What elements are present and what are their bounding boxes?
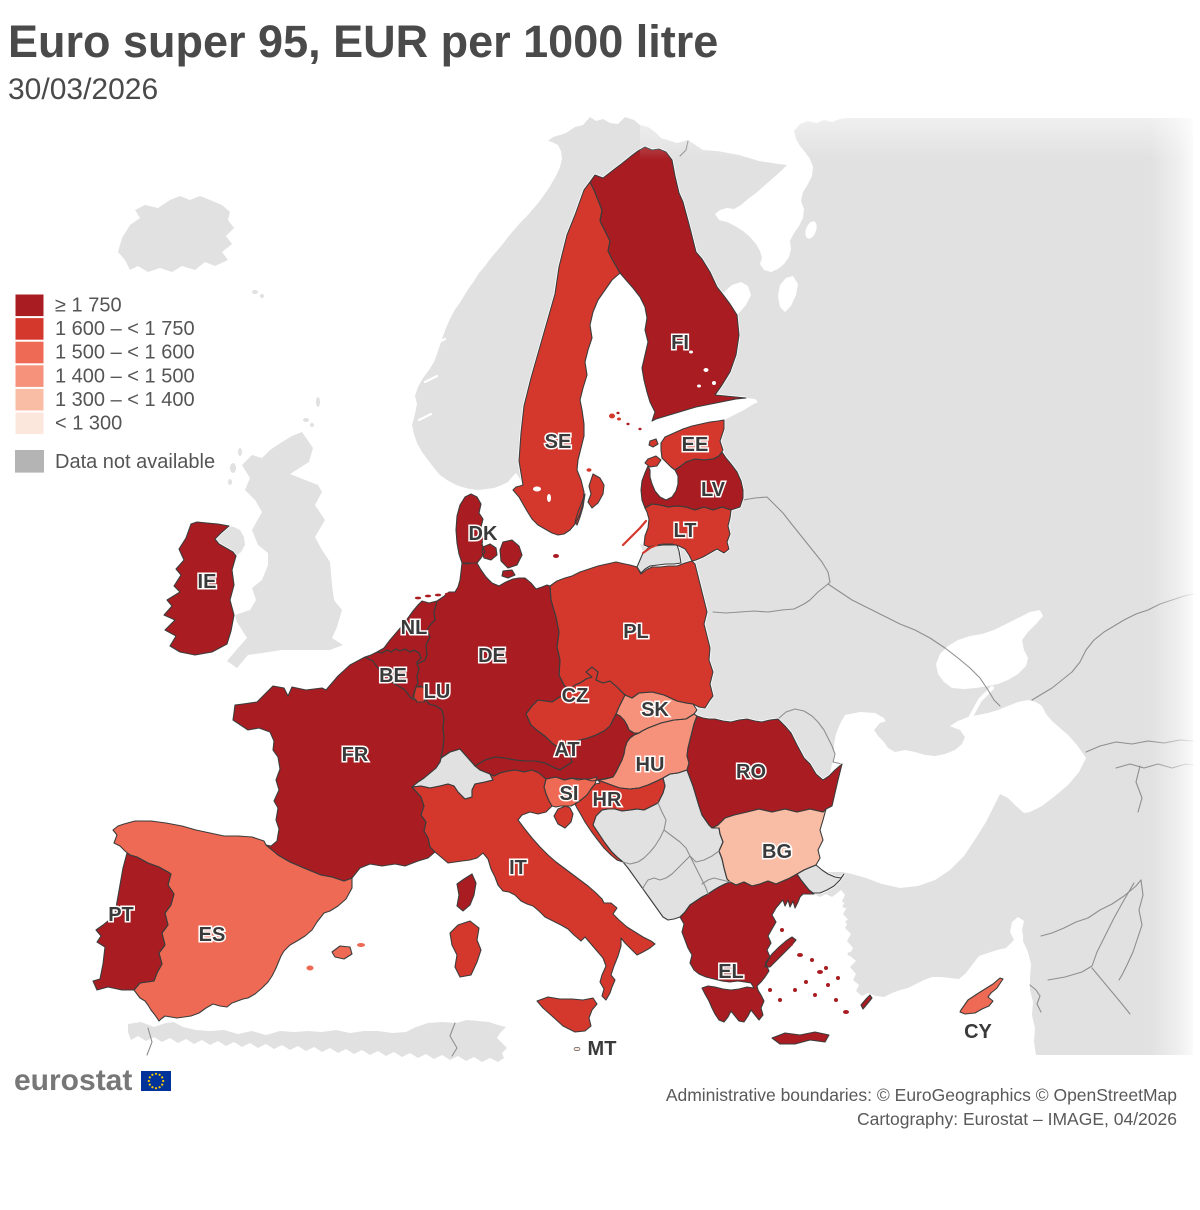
svg-text:1 300 – < 1 400: 1 300 – < 1 400 <box>55 389 195 411</box>
svg-text:FR: FR <box>342 744 369 766</box>
svg-text:MT: MT <box>588 1038 617 1060</box>
svg-text:30/03/2026: 30/03/2026 <box>8 73 158 106</box>
svg-text:NL: NL <box>401 617 428 639</box>
svg-text:AT: AT <box>554 739 579 761</box>
svg-text:CZ: CZ <box>562 685 589 707</box>
svg-text:PT: PT <box>108 904 134 926</box>
svg-text:Administrative boundaries: © E: Administrative boundaries: © EuroGeograp… <box>666 1085 1177 1105</box>
svg-text:BE: BE <box>379 665 407 687</box>
svg-text:DE: DE <box>478 645 506 667</box>
svg-text:Cartography: Eurostat – IMAGE,: Cartography: Eurostat – IMAGE, 04/2026 <box>857 1109 1177 1129</box>
svg-text:HR: HR <box>593 789 622 811</box>
svg-text:CY: CY <box>964 1021 992 1043</box>
svg-text:LU: LU <box>424 681 451 703</box>
svg-text:LT: LT <box>674 520 697 542</box>
svg-text:EL: EL <box>718 961 744 983</box>
svg-text:IT: IT <box>509 857 527 879</box>
svg-text:IE: IE <box>198 571 217 593</box>
svg-text:ES: ES <box>199 924 226 946</box>
svg-text:PL: PL <box>623 621 649 643</box>
svg-text:SI: SI <box>560 783 579 805</box>
svg-text:1 500 – < 1 600: 1 500 – < 1 600 <box>55 342 195 364</box>
svg-text:1 400 – < 1 500: 1 400 – < 1 500 <box>55 365 195 387</box>
svg-text:1 600 – < 1 750: 1 600 – < 1 750 <box>55 318 195 340</box>
svg-text:BG: BG <box>762 841 792 863</box>
svg-text:SE: SE <box>545 431 572 453</box>
svg-text:Data not available: Data not available <box>55 451 215 473</box>
svg-text:EE: EE <box>682 434 709 456</box>
svg-text:≥ 1 750: ≥ 1 750 <box>55 295 122 317</box>
svg-text:DK: DK <box>469 523 498 545</box>
svg-text:SK: SK <box>641 699 669 721</box>
svg-text:RO: RO <box>736 761 766 783</box>
svg-text:LV: LV <box>701 479 726 501</box>
svg-text:HU: HU <box>636 754 665 776</box>
svg-text:eurostat: eurostat <box>14 1064 132 1097</box>
svg-text:FI: FI <box>671 332 689 354</box>
svg-text:Euro super 95, EUR per 1000 li: Euro super 95, EUR per 1000 litre <box>8 16 718 67</box>
svg-text:< 1 300: < 1 300 <box>55 413 122 435</box>
